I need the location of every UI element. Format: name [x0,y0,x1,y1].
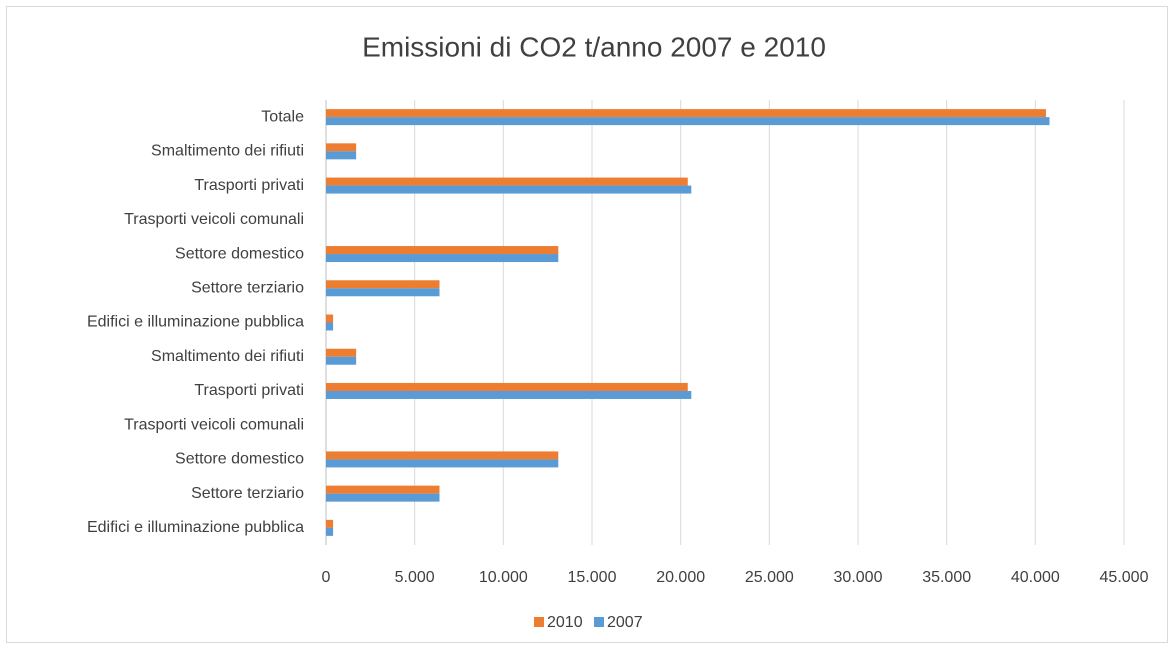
bar [326,382,688,391]
bar [326,485,440,494]
bar [326,459,559,468]
bar [326,348,357,357]
bar [326,109,1046,118]
x-tick-label: 40.000 [1011,569,1060,586]
y-tick-label: Trasporti privati [194,382,304,399]
x-tick-label: 35.000 [922,569,971,586]
x-tick-label: 0 [322,569,331,586]
x-tick-label: 20.000 [656,569,705,586]
bar [326,493,440,502]
legend-swatch [534,617,544,627]
y-tick-label: Smaltimento dei rifiuti [151,348,304,365]
bar [326,314,334,323]
x-tick-label: 30.000 [834,569,883,586]
bar [326,356,357,365]
bar [326,151,357,160]
bar [326,143,357,152]
bar [326,280,440,289]
y-tick-label: Trasporti privati [194,177,304,194]
legend-swatch [594,617,604,627]
y-tick-label: Trasporti veicoli comunali [124,416,304,433]
bar [326,390,692,399]
y-tick-label: Edifici e illuminazione pubblica [87,519,304,536]
x-tick-label: 10.000 [479,569,528,586]
bar [326,177,688,186]
y-tick-label: Settore domestico [175,451,304,468]
y-tick-label: Edifici e illuminazione pubblica [87,314,304,331]
y-tick-label: Settore terziario [191,279,304,296]
bar [326,527,334,536]
y-tick-label: Smaltimento dei rifiuti [151,143,304,160]
y-tick-label: Settore domestico [175,245,304,262]
x-tick-label: 25.000 [745,569,794,586]
bar [326,519,334,528]
y-tick-label: Trasporti veicoli comunali [124,211,304,228]
bar [326,117,1050,126]
bar [326,451,559,460]
x-tick-label: 5.000 [395,569,435,586]
bar [326,185,692,194]
y-tick-label: Settore terziario [191,485,304,502]
bar [326,254,559,263]
bar [326,288,440,297]
legend-label: 2007 [607,614,643,631]
y-tick-label: Totale [261,108,304,125]
legend-label: 2010 [547,614,583,631]
bar [326,246,559,255]
bar [326,322,334,331]
x-tick-label: 45.000 [1100,569,1149,586]
chart-title: Emissioni di CO2 t/anno 2007 e 2010 [362,31,826,62]
x-tick-label: 15.000 [568,569,617,586]
